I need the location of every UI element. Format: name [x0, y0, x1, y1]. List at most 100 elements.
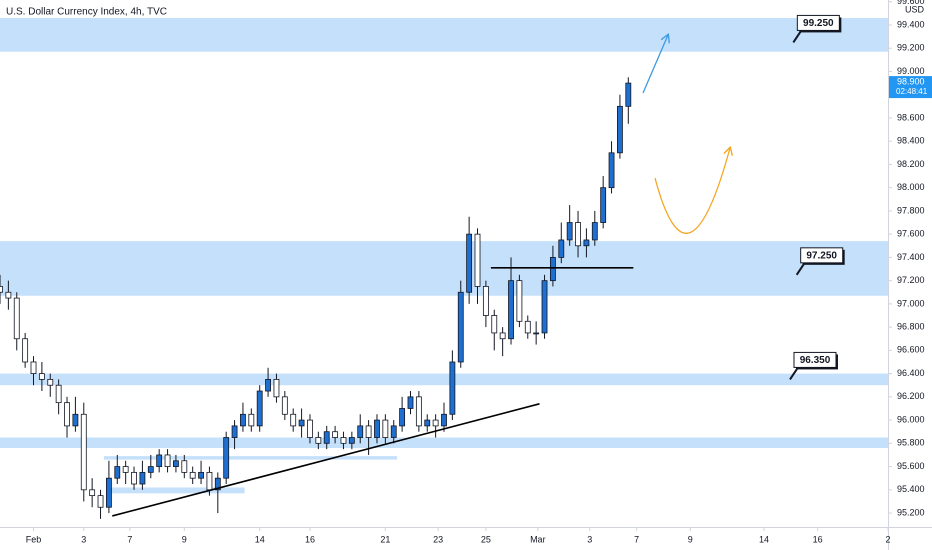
candle-body: [64, 402, 70, 427]
x-tick-label: 3: [81, 534, 86, 544]
candle-body: [55, 384, 62, 404]
y-tick-label: 97.400: [897, 252, 925, 262]
candle-body: [47, 379, 54, 386]
candle-body: [231, 425, 238, 438]
trend-line: [112, 403, 540, 517]
y-tick-label: 96.600: [897, 345, 925, 355]
y-tick-label: 97.600: [897, 229, 925, 239]
candle-body: [105, 477, 112, 508]
candle-body: [608, 152, 615, 189]
candle-body: [114, 466, 121, 479]
candle-body: [566, 222, 573, 241]
candle-body: [131, 471, 137, 485]
price-zone: [0, 437, 888, 448]
candle-body: [173, 460, 179, 467]
candle-body: [80, 413, 87, 491]
candle-body: [449, 361, 456, 415]
y-tick-label: 98.000: [897, 182, 925, 192]
candle-body: [340, 437, 347, 444]
candle-body: [508, 280, 514, 340]
candle-body: [181, 460, 188, 473]
x-tick-label: 3: [587, 534, 592, 544]
candle-body: [390, 425, 397, 438]
x-tick-label: 14: [759, 534, 769, 544]
x-tick-label: 23: [433, 534, 443, 544]
y-tick-label: 96.000: [897, 414, 925, 424]
y-tick-label: 95.200: [897, 507, 925, 517]
candle-body: [407, 396, 414, 409]
candle-body: [432, 419, 439, 427]
callout-box: [800, 247, 844, 264]
x-tick-label: 21: [380, 534, 390, 544]
candle-body: [541, 280, 548, 334]
callout-box: [793, 351, 837, 368]
candle-body: [248, 413, 255, 427]
y-tick-label: 98.200: [897, 159, 925, 169]
x-tick-label: 16: [305, 534, 315, 544]
price-tag: [889, 76, 932, 99]
candle-body: [265, 379, 271, 392]
y-tick-label: 99.600: [897, 0, 925, 6]
candle-body: [30, 361, 37, 375]
candle-body: [583, 239, 590, 247]
candle-body: [122, 466, 129, 473]
candle-body: [600, 187, 607, 223]
x-tick-label: 7: [634, 534, 639, 544]
candle-body: [189, 471, 196, 479]
y-tick-label: 97.200: [897, 275, 925, 285]
candle-body: [206, 471, 213, 491]
projection-curve: [654, 148, 730, 234]
candle-body: [0, 286, 3, 293]
candle-body: [298, 419, 305, 427]
callout-box: [796, 14, 840, 31]
y-tick-label: 97.800: [897, 205, 925, 215]
y-tick-label: 95.600: [897, 461, 925, 471]
candle-body: [281, 396, 288, 415]
candle-body: [332, 431, 339, 438]
candle-body: [147, 466, 154, 473]
x-tick-label: 2: [885, 534, 890, 544]
callout-label: 99.250: [803, 18, 834, 29]
x-tick-label: 25: [481, 534, 491, 544]
candle-body: [415, 396, 422, 427]
candle-body: [499, 332, 506, 340]
candle-body: [38, 373, 45, 380]
price-zone: [103, 456, 398, 460]
candle-body: [290, 413, 297, 427]
candle-body: [575, 222, 581, 247]
candle-body: [491, 315, 498, 334]
candle-body: [516, 280, 523, 322]
y-tick-label: 99.200: [897, 43, 925, 53]
projection-arrow: [642, 35, 668, 94]
candle-body: [441, 413, 447, 427]
candle-body: [457, 291, 464, 363]
candle-body: [273, 379, 280, 398]
y-tick-label: 98.400: [897, 136, 925, 146]
candle-body: [466, 233, 473, 293]
y-tick-label: 95.800: [897, 438, 925, 448]
candle-body: [214, 477, 221, 491]
y-tick-label: 97.000: [897, 298, 925, 308]
candle-body: [307, 419, 313, 438]
candle-body: [156, 454, 163, 467]
candle-body: [482, 286, 489, 316]
candle-body: [365, 425, 372, 438]
y-tick-label: 99.400: [897, 19, 925, 29]
candle-body: [315, 437, 322, 444]
price-zone: [0, 18, 888, 52]
x-tick-label: 14: [255, 534, 265, 544]
candle-body: [240, 413, 246, 427]
candle-body: [591, 222, 598, 241]
candle-body: [382, 419, 389, 438]
candle-body: [617, 105, 623, 154]
candle-body: [13, 297, 20, 340]
candle-body: [72, 413, 79, 427]
x-tick-label: Feb: [26, 534, 42, 544]
candle-body: [198, 471, 204, 479]
callout-label: 96.350: [800, 355, 831, 366]
candle-body: [399, 408, 406, 427]
y-tick-label: 99.000: [897, 66, 925, 76]
x-tick-label: 16: [813, 534, 823, 544]
candle-body: [424, 419, 431, 427]
